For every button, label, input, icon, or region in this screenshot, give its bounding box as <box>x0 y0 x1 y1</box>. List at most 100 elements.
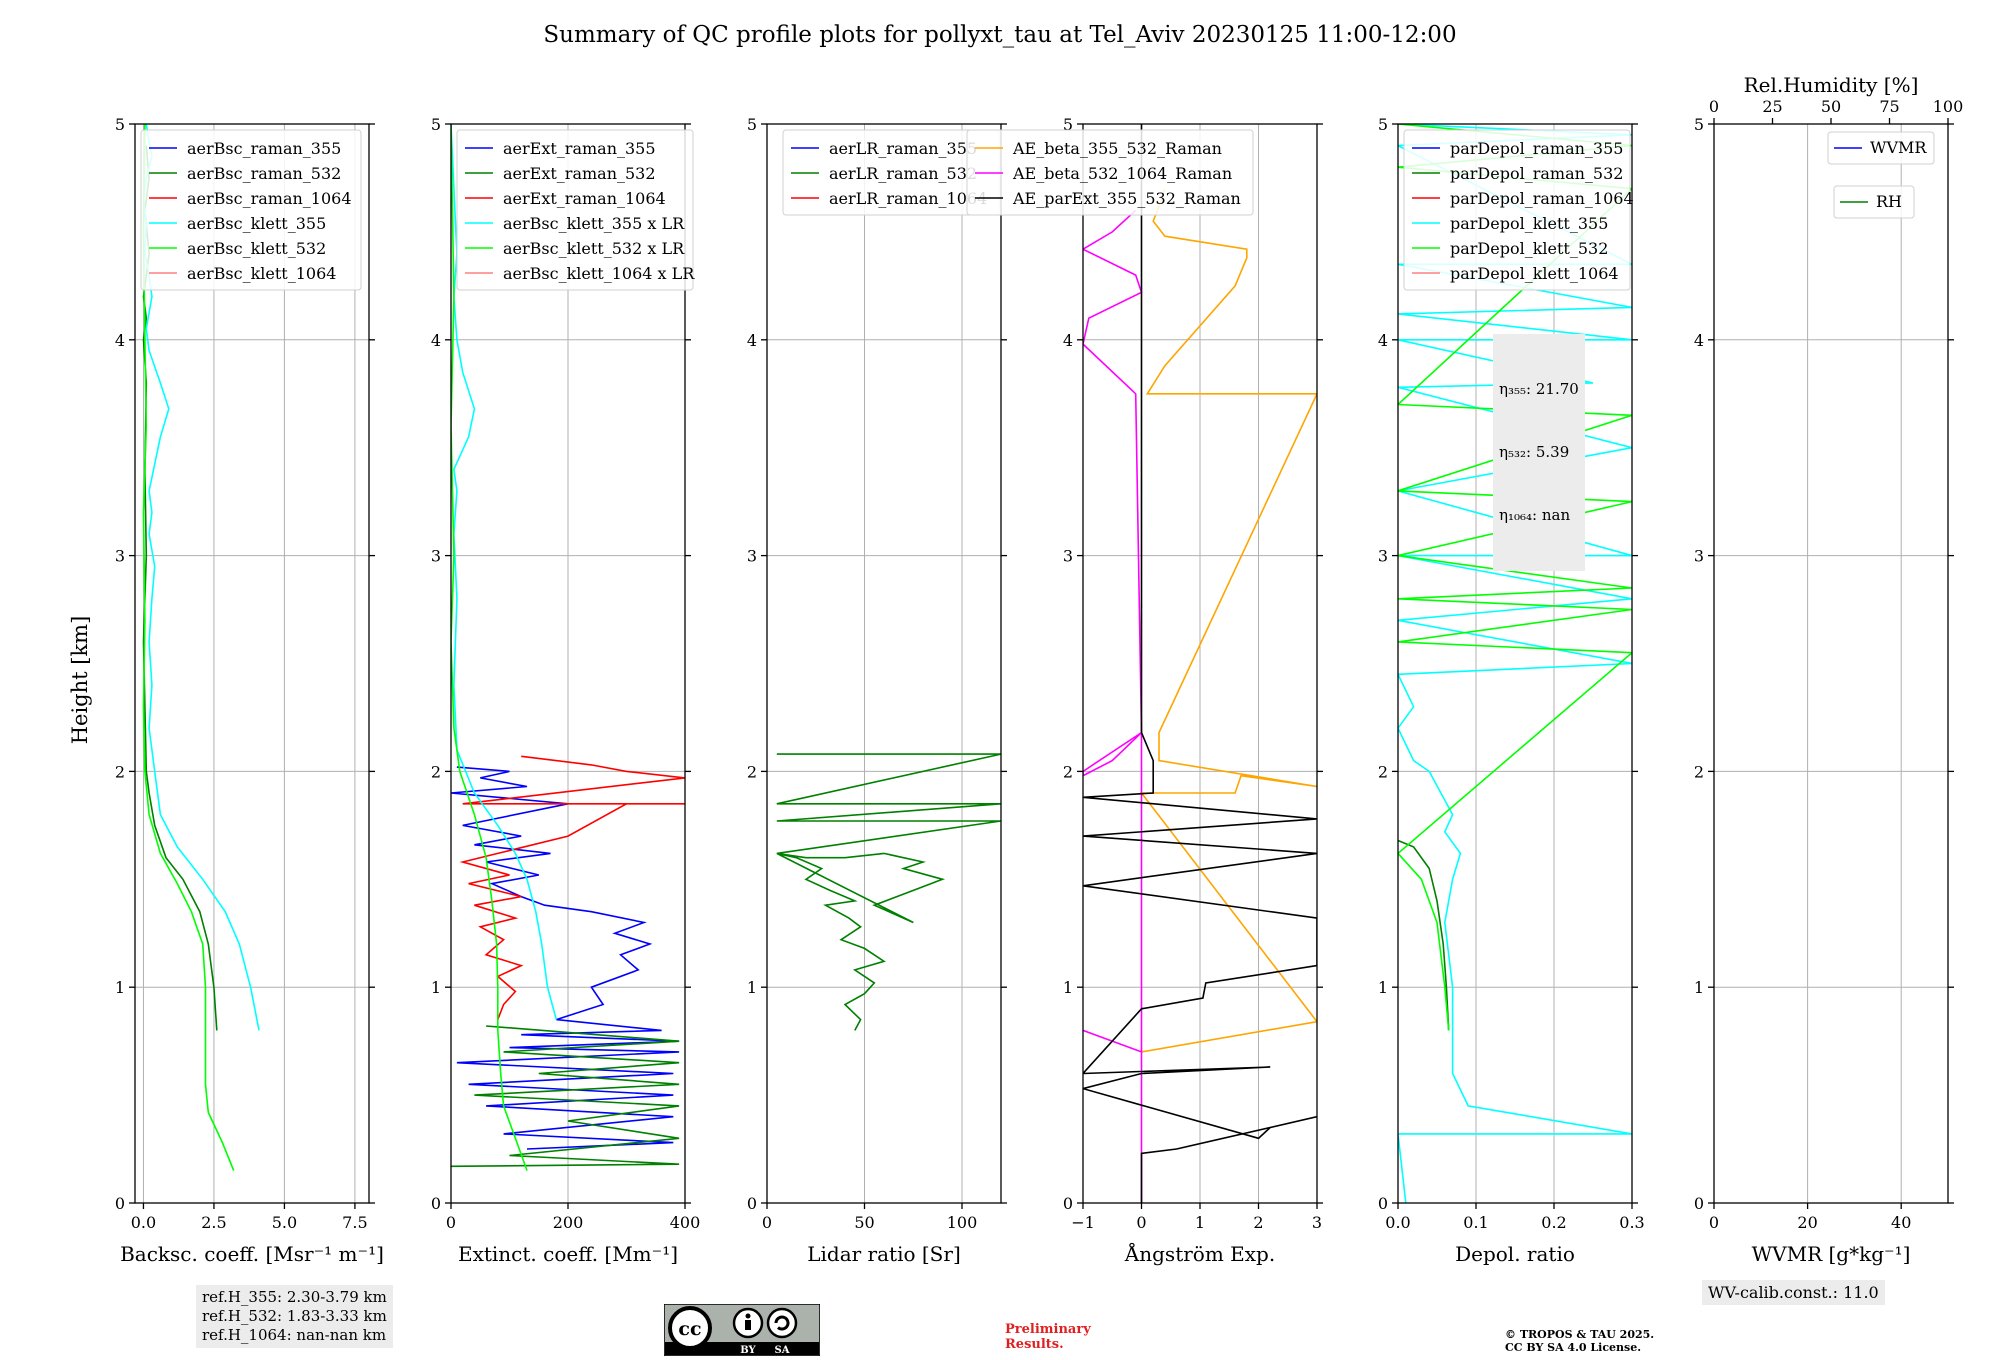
cc-icon <box>668 1306 712 1350</box>
x-tick-label: 100 <box>947 1213 978 1232</box>
y-tick-label: 0 <box>115 1194 125 1213</box>
y-tick-label: 4 <box>115 331 125 350</box>
top-x-tick-label: 100 <box>1933 97 1964 116</box>
legend-frame <box>456 129 694 291</box>
y-tick-label: 0 <box>1378 1194 1388 1213</box>
top-x-tick-label: 25 <box>1762 97 1782 116</box>
preliminary-line-2: Results. <box>1005 1337 1064 1352</box>
y-tick-label: 3 <box>1694 547 1704 566</box>
panel-depol: 0.0 0.1 0.2 0.3 0 1 2 3 4 5 Depol. ratio parDepol_r… <box>1378 115 1645 1266</box>
y-tick-label: 1 <box>1694 978 1704 997</box>
y-tick-label: 4 <box>1694 331 1704 350</box>
series-line-aerBsc_klett_532 x LR <box>451 124 528 1171</box>
panel-lidar_ratio: 0 50 100 0 1 2 3 4 5 Lidar ratio [Sr] aerLR_raman_… <box>747 115 1007 1266</box>
x-tick-label: 0.0 <box>1385 1213 1410 1232</box>
axes-frame <box>1713 123 1949 1204</box>
y-tick-label: 1 <box>1378 978 1388 997</box>
legend-frame <box>966 129 1254 216</box>
y-tick-label: 3 <box>1063 547 1073 566</box>
y-tick-label: 3 <box>747 547 757 566</box>
series-line-aerLR_raman_532 <box>776 753 1001 1031</box>
legend-entry-AE_beta_355_532_Raman: AE_beta_355_532_Raman <box>1012 139 1222 158</box>
eta-355-value: 21.70 <box>1535 380 1579 398</box>
y-tick-label: 2 <box>747 762 757 781</box>
eta-532: η₅₃₂: 5.39 <box>1499 442 1579 463</box>
y-tick-label: 4 <box>1378 331 1388 350</box>
legend-entry-aerBsc_raman_355: aerBsc_raman_355 <box>187 139 341 158</box>
legend-frame <box>1827 131 1935 165</box>
x-tick-label: 3 <box>1312 1213 1322 1232</box>
eta-355-label: η₃₅₅: <box>1499 380 1536 398</box>
legend-entry-aerExt_raman_355: aerExt_raman_355 <box>503 139 656 158</box>
y-tick-label: 2 <box>1063 762 1073 781</box>
legend-entry-aerBsc_raman_532: aerBsc_raman_532 <box>187 164 341 183</box>
sa-icon <box>766 1307 798 1339</box>
y-tick-label: 3 <box>431 547 441 566</box>
y-tick-label: 5 <box>431 115 441 134</box>
series-line-parDepol_klett_355 <box>1398 124 1632 1203</box>
legend-entry-parDepol_klett_1064: parDepol_klett_1064 <box>1450 264 1619 283</box>
panel-wvmr: 0 20 40 0 1 2 3 4 5 WVMR [g*kg⁻¹] 0 25 50 75 100 Rel.Hu… <box>1694 73 1963 1266</box>
series-line-parDepol_klett_532 <box>1398 124 1632 1031</box>
y-tick-label: 3 <box>115 547 125 566</box>
x-tick-label: 0 <box>446 1213 456 1232</box>
top-x-tick-label: 50 <box>1821 97 1841 116</box>
legend-entry-parDepol_klett_355: parDepol_klett_355 <box>1450 214 1608 233</box>
x-tick-label: 5.0 <box>272 1213 297 1232</box>
copyright-line-1: © TROPOS & TAU 2025. <box>1505 1328 1655 1341</box>
legend-frame <box>1833 185 1915 219</box>
legend-entry-aerLR_raman_1064: aerLR_raman_1064 <box>829 189 987 208</box>
panel-backscatter: 0.0 2.5 5.0 7.5 0 1 2 3 4 5 Backsc. coeff. [Msr⁻¹ … <box>115 115 384 1266</box>
eta-532-label: η₅₃₂: <box>1499 443 1536 461</box>
legend-entry-aerExt_raman_532: aerExt_raman_532 <box>503 164 656 183</box>
x-tick-label: 200 <box>553 1213 584 1232</box>
copyright-note: © TROPOS & TAU 2025. CC BY SA 4.0 Licens… <box>1505 1328 1654 1354</box>
legend-entry-aerBsc_raman_1064: aerBsc_raman_1064 <box>187 189 352 208</box>
x-tick-label: 0.3 <box>1619 1213 1644 1232</box>
cc-by-label: BY <box>740 1345 756 1356</box>
y-tick-label: 5 <box>1063 115 1073 134</box>
legend-entry-parDepol_klett_532: parDepol_klett_532 <box>1450 239 1608 258</box>
series-line-AE_beta_355_532_Raman <box>1139 188 1317 1053</box>
eta-355: η₃₅₅: 21.70 <box>1499 379 1579 400</box>
x-axis-label: WVMR [g*kg⁻¹] <box>1752 1242 1911 1266</box>
copyright-line-2: CC BY SA 4.0 License. <box>1505 1341 1642 1354</box>
legend-entry-aerExt_raman_1064: aerExt_raman_1064 <box>503 189 666 208</box>
y-tick-label: 1 <box>115 978 125 997</box>
x-tick-label: 7.5 <box>342 1213 367 1232</box>
y-tick-label: 4 <box>1063 331 1073 350</box>
x-axis-label: Depol. ratio <box>1455 1242 1575 1266</box>
legend-frame <box>140 129 362 291</box>
series-group <box>451 124 685 1171</box>
series-group <box>1083 124 1317 1203</box>
y-tick-label: 0 <box>431 1194 441 1213</box>
x-tick-label: 1 <box>1195 1213 1205 1232</box>
y-tick-label: 4 <box>431 331 441 350</box>
y-tick-label: 5 <box>747 115 757 134</box>
top-x-tick-label: 75 <box>1879 97 1899 116</box>
cc-sa-label: SA <box>775 1345 790 1356</box>
x-axis-label: Ångström Exp. <box>1124 1241 1275 1266</box>
series-line-aerExt_raman_532 <box>451 1025 680 1168</box>
y-tick-label: 2 <box>1694 762 1704 781</box>
y-tick-label: 1 <box>747 978 757 997</box>
x-tick-label: 50 <box>854 1213 874 1232</box>
y-tick-label: 1 <box>1063 978 1073 997</box>
series-line-aerBsc_klett_355 x LR <box>451 124 558 1020</box>
x-tick-label: 0 <box>762 1213 772 1232</box>
x-tick-label: 2 <box>1253 1213 1263 1232</box>
series-group <box>1398 124 1632 1203</box>
legend-entry-AE_parExt_355_532_Raman: AE_parExt_355_532_Raman <box>1012 189 1241 208</box>
x-tick-label: 40 <box>1891 1213 1911 1232</box>
legend-entry-aerLR_raman_355: aerLR_raman_355 <box>829 139 977 158</box>
x-axis-label: Lidar ratio [Sr] <box>807 1242 961 1266</box>
series-line-parDepol_raman_532 <box>1398 839 1450 1031</box>
y-tick-label: 0 <box>747 1194 757 1213</box>
series-line-aerExt_raman_1064 <box>459 755 685 1020</box>
legend-entry-AE_beta_532_1064_Raman: AE_beta_532_1064_Raman <box>1012 164 1232 183</box>
legend-entry-aerBsc_klett_355: aerBsc_klett_355 <box>187 214 326 233</box>
y-tick-label: 0 <box>1694 1194 1704 1213</box>
legend-box: parDepol_raman_355 parDepol_raman_532 parD… <box>1403 129 1634 291</box>
